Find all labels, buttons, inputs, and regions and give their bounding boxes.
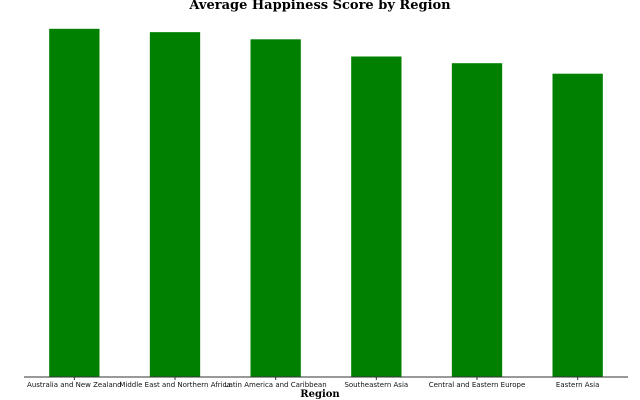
x-tick-label: Central and Eastern Europe (429, 381, 526, 389)
chart-title: Average Happiness Score by Region (188, 0, 451, 13)
x-tick-label: Australia and New Zealand (27, 381, 122, 389)
bar (351, 56, 402, 377)
bar (149, 32, 201, 378)
bar (49, 28, 100, 378)
x-axis-label: Region (300, 389, 340, 400)
x-tick-label: Latin America and Caribbean (225, 381, 327, 389)
bars-group (49, 28, 603, 378)
x-tick-label: Eastern Asia (556, 381, 600, 389)
x-tick-label: Southeastern Asia (344, 381, 408, 389)
bar (451, 63, 503, 377)
x-tick-label: Middle East and Northern Africa (119, 381, 230, 389)
bar (250, 39, 301, 378)
bar (552, 73, 603, 377)
